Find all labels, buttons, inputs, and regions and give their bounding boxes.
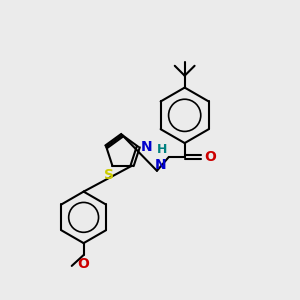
Text: N: N	[155, 158, 167, 172]
Text: S: S	[104, 168, 114, 182]
Text: O: O	[78, 257, 90, 271]
Text: N: N	[140, 140, 152, 154]
Text: O: O	[205, 150, 216, 164]
Text: H: H	[157, 143, 167, 156]
